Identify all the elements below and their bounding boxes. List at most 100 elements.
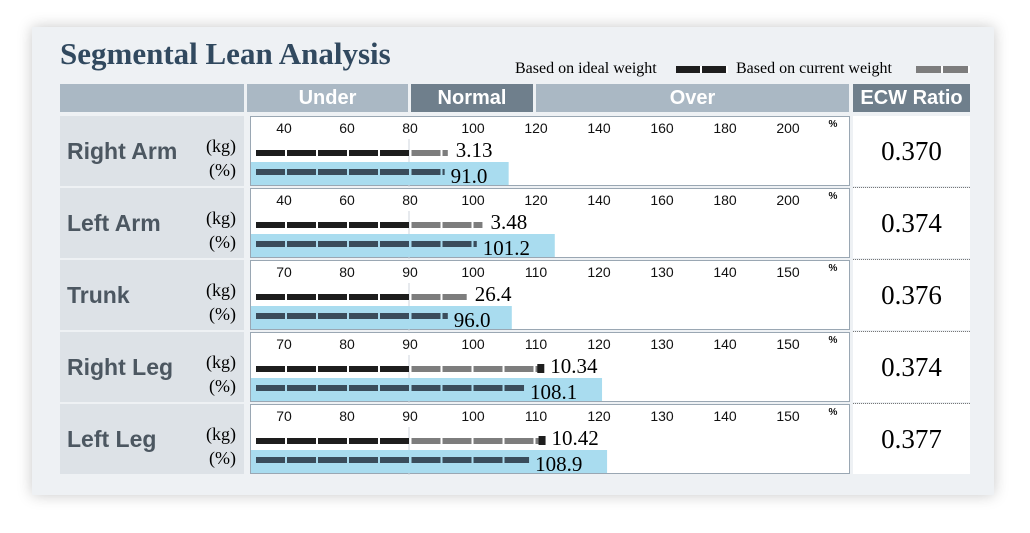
tick-label: 80 <box>339 264 355 280</box>
percent-value-label: 108.9 <box>535 452 582 475</box>
tick-label: 100 <box>461 120 485 136</box>
tick-label: 100 <box>461 264 485 280</box>
percent-bar-over <box>411 241 477 247</box>
segment-name: Left Leg <box>67 426 157 452</box>
percent-value-label: 96.0 <box>454 308 491 331</box>
unit-kg-label: (kg) <box>206 424 236 444</box>
tick-label: 40 <box>276 120 292 136</box>
ecw-separator <box>853 259 970 260</box>
tick-label: 130 <box>650 336 674 352</box>
tick-label: 70 <box>276 264 292 280</box>
legend-current-label: Based on current weight <box>736 60 892 77</box>
percent-bar-over <box>411 457 530 463</box>
axis-unit-label: % <box>829 335 838 346</box>
tick-label: 100 <box>461 408 485 424</box>
tick-label: 90 <box>402 264 418 280</box>
tick-label: 80 <box>339 336 355 352</box>
header-under: Under <box>247 84 408 112</box>
tick-label: 130 <box>650 408 674 424</box>
segment-name: Right Arm <box>67 138 178 164</box>
kg-bar-dark <box>256 366 409 372</box>
tick-label: 200 <box>776 120 800 136</box>
kg-value-label: 3.48 <box>490 210 527 234</box>
tick-label: 90 <box>402 336 418 352</box>
segment-name: Trunk <box>67 282 130 308</box>
tick-label: 120 <box>524 192 548 208</box>
kg-bar-cap <box>537 364 545 373</box>
unit-percent-label: (%) <box>209 376 236 396</box>
ecw-ratio-right-arm: 0.370 <box>853 116 970 186</box>
kg-bar-cap <box>538 436 546 445</box>
axis-unit-label: % <box>829 407 838 418</box>
unit-kg-label: (kg) <box>206 280 236 300</box>
percent-bar-dark <box>256 169 409 175</box>
tick-label: 160 <box>650 120 674 136</box>
ecw-separator <box>853 403 970 404</box>
segment-plot-trunk: 70 80 90 100 110 120 130 140 150% 26.4 96.0 <box>250 260 850 332</box>
unit-percent-label: (%) <box>209 232 236 252</box>
unit-percent-label: (%) <box>209 304 236 324</box>
ecw-separator <box>853 331 970 332</box>
unit-percent-label: (%) <box>209 160 236 180</box>
kg-value-label: 26.4 <box>475 282 512 306</box>
tick-label: 140 <box>587 120 611 136</box>
segment-name: Left Arm <box>67 210 161 236</box>
ecw-separator <box>853 187 970 188</box>
tick-label: 140 <box>713 264 737 280</box>
ecw-ratio-left-leg: 0.377 <box>853 404 970 474</box>
tick-label: 90 <box>402 408 418 424</box>
legend-ideal-label: Based on ideal weight <box>515 60 657 77</box>
segment-plot-left-arm: 40 60 80 100 120 140 160 180 200% 3.48 101.2 <box>250 188 850 260</box>
segment-label-right-leg: Right Leg (kg) (%) <box>60 332 244 402</box>
tick-label: 70 <box>276 408 292 424</box>
tick-label: 180 <box>713 120 737 136</box>
kg-bar-dark <box>256 222 409 228</box>
legend-ideal-swatch <box>676 66 728 73</box>
tick-label: 70 <box>276 336 292 352</box>
tick-label: 120 <box>587 408 611 424</box>
unit-kg-label: (kg) <box>206 352 236 372</box>
kg-bar-light <box>411 222 483 228</box>
axis-unit-label: % <box>829 119 838 130</box>
tick-label: 80 <box>339 408 355 424</box>
kg-value-label: 3.13 <box>456 138 493 162</box>
header-over: Over <box>536 84 849 112</box>
percent-bar-dark <box>256 241 409 247</box>
tick-label: 80 <box>402 192 418 208</box>
segment-plot-right-leg: 70 80 90 100 110 120 130 140 150% 10.34 108.1 <box>250 332 850 404</box>
tick-label: 140 <box>713 408 737 424</box>
tick-label: 110 <box>525 336 548 352</box>
kg-bar-dark <box>256 438 409 444</box>
tick-label: 140 <box>587 192 611 208</box>
percent-highlight <box>251 162 509 185</box>
kg-bar-light <box>411 150 448 156</box>
axis-unit-label: % <box>829 263 838 274</box>
ecw-ratio-left-arm: 0.374 <box>853 188 970 258</box>
tick-label: 40 <box>276 192 292 208</box>
tick-label: 150 <box>776 264 800 280</box>
kg-value-label: 10.42 <box>552 426 599 450</box>
percent-bar-dark <box>256 313 409 319</box>
legend-current-swatch <box>916 66 970 73</box>
tick-label: 60 <box>339 192 355 208</box>
unit-kg-label: (kg) <box>206 136 236 156</box>
tick-label: 100 <box>461 336 485 352</box>
kg-bar-light <box>411 366 543 372</box>
kg-bar-dark <box>256 150 409 156</box>
kg-bar-light <box>411 294 467 300</box>
tick-label: 110 <box>525 264 548 280</box>
percent-bar-dark <box>256 457 409 463</box>
segment-plot-right-arm: 40 60 80 100 120 140 160 180 200% 3.13 91.0 <box>250 116 850 188</box>
tick-label: 150 <box>776 408 800 424</box>
tick-label: 60 <box>339 120 355 136</box>
kg-bar-dark <box>256 294 409 300</box>
tick-label: 140 <box>713 336 737 352</box>
percent-bar-dark <box>256 385 409 391</box>
tick-label: 130 <box>650 264 674 280</box>
tick-label: 150 <box>776 336 800 352</box>
tick-label: 200 <box>776 192 800 208</box>
tick-label: 120 <box>587 264 611 280</box>
segment-label-trunk: Trunk (kg) (%) <box>60 260 244 330</box>
tick-label: 120 <box>587 336 611 352</box>
percent-bar-over <box>411 313 448 319</box>
